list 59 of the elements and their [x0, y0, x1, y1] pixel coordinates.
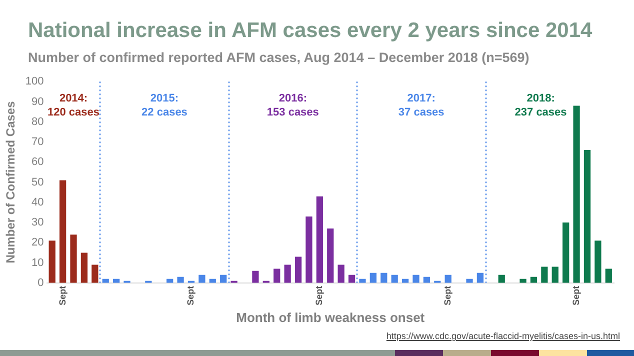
x-axis-title: Month of limb weakness onset	[236, 310, 426, 325]
y-tick-label: 100	[25, 76, 44, 88]
bar	[444, 274, 452, 283]
bar	[80, 252, 88, 283]
bar	[562, 222, 570, 283]
bar	[306, 216, 312, 283]
text: https://www.cdc.gov/acute-flaccid-myelitis/cases-in-us.html	[386, 331, 620, 341]
y-tick-label: 0	[38, 276, 44, 289]
bar	[391, 274, 398, 283]
bar	[348, 274, 356, 283]
bar	[594, 240, 602, 283]
y-tick-label: 80	[32, 116, 44, 128]
annotation: 2015: 22 cases	[142, 92, 188, 119]
bar	[573, 106, 580, 283]
x-tick-label: Sept	[186, 286, 196, 306]
annotation: 2017: 37 cases	[398, 92, 444, 119]
y-tick-label: 30	[32, 216, 44, 229]
bar	[412, 274, 420, 283]
bar	[552, 266, 558, 283]
bar	[338, 264, 344, 283]
bar	[92, 264, 98, 283]
bar	[252, 270, 259, 283]
y-tick-label: 60	[32, 156, 44, 168]
x-tick-label: Sept	[442, 286, 453, 306]
bar	[380, 272, 388, 283]
bar	[316, 196, 323, 283]
y-axis-title: Number of Confirmed Cases	[4, 100, 18, 264]
bar	[198, 274, 206, 283]
annotation: 2014: 120 cases	[48, 92, 100, 119]
bar	[605, 268, 612, 283]
bar	[48, 240, 56, 283]
bar	[327, 228, 334, 283]
x-tick-label: Sept	[57, 286, 68, 306]
bar	[584, 150, 591, 283]
y-tick-label: 40	[32, 196, 44, 208]
chart-subtitle: Number of confirmed reported AFM cases, Aug 2014 – December 2018 (n=569)	[28, 50, 530, 65]
bar	[284, 264, 291, 283]
annotation: 2016: 153 cases	[266, 92, 319, 119]
y-tick-label: 50	[32, 176, 44, 188]
bar	[220, 274, 227, 283]
chart-title: National increase in AFM cases every 2 years since 2014	[28, 19, 592, 43]
annotation: 2018: 237 cases	[514, 92, 567, 119]
x-tick-label: Sept	[314, 286, 324, 306]
y-tick-label: 70	[32, 136, 44, 148]
bar	[370, 272, 377, 283]
bar	[520, 278, 526, 283]
bar	[274, 268, 280, 283]
bar	[541, 266, 548, 283]
bar	[466, 278, 473, 283]
y-tick-label: 20	[32, 236, 44, 249]
bar	[476, 272, 484, 283]
bar	[70, 234, 77, 283]
y-tick-label: 90	[32, 96, 44, 108]
bar	[294, 256, 302, 283]
bar	[177, 276, 184, 283]
x-tick-label: Sept	[571, 286, 582, 306]
bar	[498, 274, 505, 283]
bar	[59, 180, 66, 283]
y-tick-label: 10	[32, 256, 44, 269]
